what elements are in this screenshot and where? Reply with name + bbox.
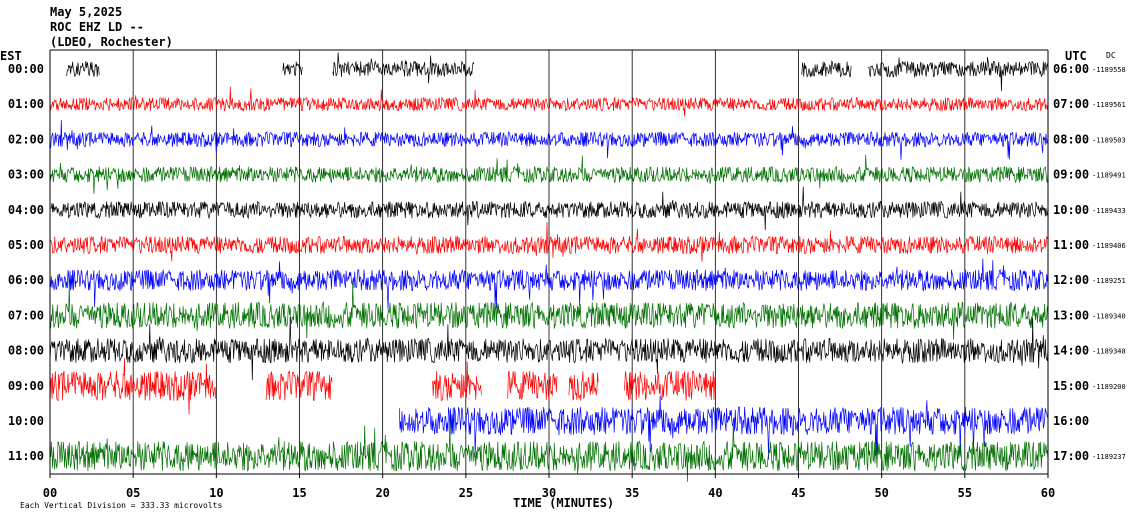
dc-offset-label: -1189348 (1092, 348, 1126, 356)
dc-offset-label: -1189558 (1092, 66, 1126, 74)
dc-offset-label: -1189200 (1092, 383, 1126, 391)
dc-offset-label: -1189433 (1092, 207, 1126, 215)
dc-offset-label: -1189561 (1092, 101, 1126, 109)
x-axis-title: TIME (MINUTES) (513, 496, 614, 510)
x-axis-ticks: 00 05 10 15 20 25 30 35 40 45 50 55 60 (43, 474, 1055, 500)
utc-label: 15:00 (1053, 379, 1089, 393)
x-tick-label: 50 (874, 486, 888, 500)
dc-offset-label: -1189491 (1092, 172, 1126, 180)
utc-label: 09:00 (1053, 168, 1089, 182)
x-tick-label: 30 (542, 486, 556, 500)
est-label: 05:00 (8, 238, 44, 252)
dc-offset-label: -1189340 (1092, 312, 1126, 320)
est-label: 00:00 (8, 62, 44, 76)
est-label: 02:00 (8, 132, 44, 146)
utc-label: 06:00 (1053, 62, 1089, 76)
seismogram-traces (50, 50, 1048, 482)
est-time-labels: 00:00 01:00 02:00 03:00 04:00 05:00 06:00 07:00… (8, 62, 44, 463)
seismogram-trace-row-0200 (49, 119, 1049, 160)
dc-offset-label: -1189503 (1092, 136, 1126, 144)
left-axis-label: EST (0, 49, 22, 63)
est-label: 06:00 (8, 273, 44, 287)
dc-offset-label: -1189251 (1092, 277, 1126, 285)
est-label: 10:00 (8, 414, 44, 428)
seismogram-trace-row-0500 (49, 221, 1049, 262)
seismogram-trace-row-0000 (66, 52, 1049, 92)
x-tick-label: 60 (1041, 486, 1055, 500)
x-tick-label: 45 (791, 486, 805, 500)
est-label: 08:00 (8, 344, 44, 358)
seismogram-trace-row-0300 (49, 154, 1049, 194)
x-tick-label: 25 (459, 486, 473, 500)
x-tick-label: 40 (708, 486, 722, 500)
dc-label: DC (1106, 51, 1116, 60)
utc-label: 14:00 (1053, 344, 1089, 358)
dc-offset-label: -1189406 (1092, 242, 1126, 250)
utc-label: 11:00 (1053, 238, 1089, 252)
est-label: 11:00 (8, 449, 44, 463)
header-station: ROC EHZ LD -- (50, 20, 144, 34)
est-label: 09:00 (8, 379, 44, 393)
dc-offset-label: -1189237 (1092, 453, 1126, 461)
x-tick-label: 05 (126, 486, 140, 500)
x-tick-label: 00 (43, 486, 57, 500)
x-tick-label: 15 (292, 486, 306, 500)
x-tick-label: 10 (209, 486, 223, 500)
utc-label: 07:00 (1053, 97, 1089, 111)
seismogram-trace-row-1100 (49, 419, 1049, 482)
seismogram-trace-row-0100 (49, 86, 1049, 117)
x-tick-label: 20 (375, 486, 389, 500)
utc-label: 16:00 (1053, 414, 1089, 428)
utc-label: 08:00 (1053, 132, 1089, 146)
seismogram-trace-row-0600 (49, 258, 1049, 310)
seismogram-trace-row-1000 (398, 395, 1049, 460)
est-label: 03:00 (8, 168, 44, 182)
seismogram-trace-row-0700 (49, 282, 1049, 340)
x-tick-label: 35 (625, 486, 639, 500)
est-label: 07:00 (8, 308, 44, 322)
utc-label: 10:00 (1053, 203, 1089, 217)
est-label: 04:00 (8, 203, 44, 217)
est-label: 01:00 (8, 97, 44, 111)
utc-label: 17:00 (1053, 449, 1089, 463)
seismogram-trace-row-0400 (49, 186, 1049, 231)
x-tick-label: 55 (958, 486, 972, 500)
header-network: (LDEO, Rochester) (50, 35, 173, 49)
right-axis-label: UTC (1065, 49, 1087, 63)
utc-label: 13:00 (1053, 308, 1089, 322)
footer-note: Each Vertical Division = 333.33 microvol… (20, 501, 222, 510)
header-date: May 5,2025 (50, 5, 122, 19)
utc-label: 12:00 (1053, 273, 1089, 287)
utc-time-labels: 06:00 -1189558 07:00 -1189561 08:00 -1189503 0… (1053, 62, 1126, 463)
seismogram-trace-row-0800 (49, 316, 1049, 381)
